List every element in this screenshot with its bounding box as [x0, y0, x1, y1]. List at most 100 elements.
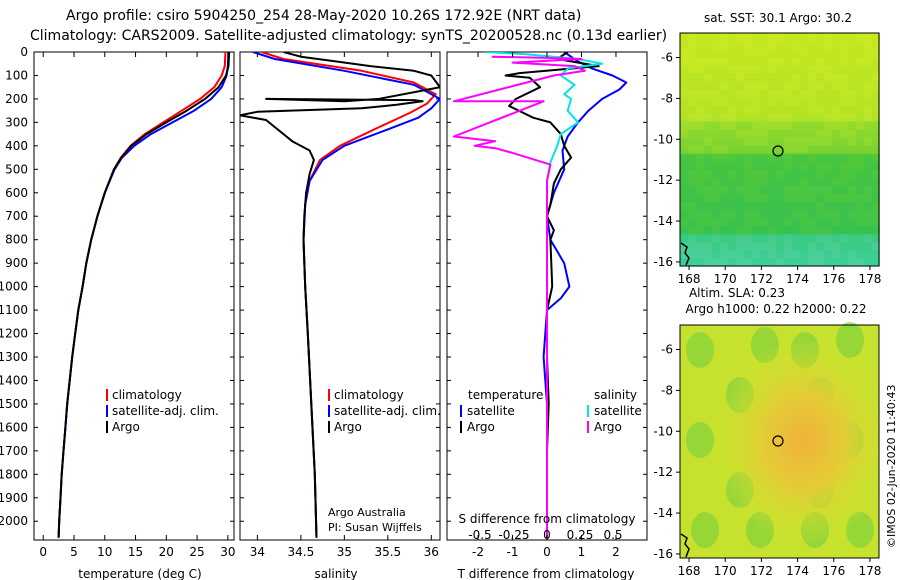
sst-cell: [816, 89, 824, 98]
sst-cell: [728, 137, 736, 146]
sst-cell: [832, 57, 840, 66]
sst-cell: [864, 89, 872, 98]
sst-cell: [768, 129, 776, 138]
sst-cell: [688, 41, 696, 50]
sst-cell: [760, 113, 768, 122]
sst-cell: [784, 258, 792, 267]
sst-cell: [696, 145, 704, 154]
sst-cell: [800, 121, 808, 130]
sst-cell: [800, 185, 808, 195]
series-line-salinity-satellite: [484, 52, 604, 538]
sst-cell: [824, 81, 832, 90]
x-tick-label: 1: [578, 545, 586, 559]
sst-cell: [680, 169, 688, 179]
legend-label-climatology: climatology: [112, 388, 182, 402]
sst-cell: [696, 258, 704, 267]
sst-cell: [840, 153, 848, 162]
depth-tick-label: 1000: [0, 280, 28, 294]
credit-line-2: PI: Susan Wijffels: [328, 521, 422, 534]
sst-cell: [688, 161, 696, 170]
map-y-tick-label: -12: [653, 173, 673, 187]
sst-cell: [752, 65, 760, 74]
sst-cell: [776, 97, 784, 106]
sst-cell: [696, 89, 704, 98]
sst-cell: [696, 97, 704, 106]
sst-cell: [792, 73, 800, 82]
sst-cell: [824, 33, 832, 42]
sst-cell: [808, 49, 816, 58]
sst-cell: [688, 218, 696, 227]
sst-cell: [728, 33, 736, 42]
sst-cell: [832, 153, 840, 162]
sst-cell: [800, 57, 808, 66]
sst-cell: [832, 73, 840, 82]
sst-cell: [680, 194, 688, 203]
map-y-tick-label: -10: [653, 132, 673, 146]
sst-cell: [744, 161, 752, 170]
sst-cell: [696, 169, 704, 179]
temperature-legend: climatology satellite-adj. clim. Argo: [106, 388, 219, 434]
sst-cell: [856, 218, 864, 227]
map-y-tick-label: -6: [661, 343, 673, 357]
sst-cell: [792, 65, 800, 74]
sst-cell: [680, 57, 688, 66]
sst-cell: [848, 41, 856, 50]
depth-tick-label: 1900: [0, 491, 28, 505]
sst-cell: [736, 73, 744, 82]
sst-cell: [720, 202, 728, 211]
sst-cell: [800, 81, 808, 90]
sst-cell: [784, 129, 792, 138]
depth-tick-label: 500: [5, 162, 28, 176]
sst-cell: [848, 129, 856, 138]
sst-cell: [720, 137, 728, 146]
legend-label-temp-argo: Argo: [467, 420, 495, 434]
sst-cell: [840, 250, 848, 259]
sst-cell: [752, 121, 760, 130]
sst-cell: [696, 250, 704, 259]
sst-cell: [808, 210, 816, 219]
sst-cell: [768, 145, 776, 154]
sst-cell: [680, 49, 688, 58]
sst-cell: [848, 97, 856, 106]
sst-cell: [856, 137, 864, 146]
sst-cell: [840, 105, 848, 114]
sst-cell: [808, 121, 816, 130]
x-tick-label: 35.5: [374, 545, 401, 559]
sst-cell: [680, 177, 688, 187]
sst-cell: [728, 73, 736, 82]
sst-cell: [792, 57, 800, 66]
sst-cell: [696, 65, 704, 74]
sst-cell: [832, 49, 840, 58]
sst-cell: [832, 129, 840, 138]
sst-cell: [808, 113, 816, 122]
x-tick-label: -1: [507, 545, 519, 559]
sst-cell: [848, 169, 856, 179]
sst-cell: [680, 73, 688, 82]
sst-cell: [712, 210, 720, 219]
salinity-xlabel: salinity: [314, 567, 357, 580]
sst-cell: [864, 242, 872, 251]
sst-cell: [800, 210, 808, 219]
sst-cell: [696, 226, 704, 235]
salinity-panel-frame: [239, 51, 441, 541]
sst-cell: [800, 97, 808, 106]
sst-cell: [840, 129, 848, 138]
sst-cell: [840, 194, 848, 203]
series-line-salinity-argo: [452, 55, 586, 538]
sst-cell: [872, 129, 880, 138]
sst-cell: [680, 33, 688, 42]
sst-cell: [712, 185, 720, 195]
sst-cell: [784, 194, 792, 203]
sst-cell: [720, 121, 728, 130]
sst-cell: [832, 121, 840, 130]
sst-cell: [760, 202, 768, 211]
sst-cell: [856, 234, 864, 243]
sst-cell: [760, 218, 768, 227]
sst-cell: [808, 41, 816, 50]
legend-title-temperature: temperature: [468, 388, 543, 402]
map-y-tick-label: -8: [661, 91, 673, 105]
map-y-tick-label: -12: [653, 465, 673, 479]
sst-cell: [752, 89, 760, 98]
sst-cell: [688, 81, 696, 90]
sst-cell: [856, 145, 864, 154]
